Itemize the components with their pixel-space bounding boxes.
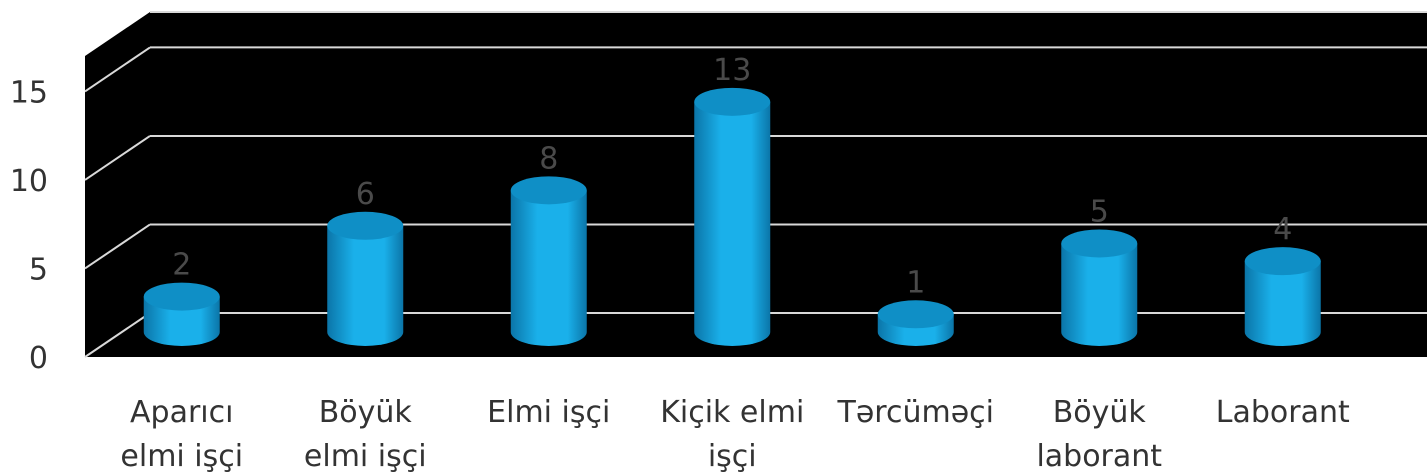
data-label: 13 bbox=[713, 53, 751, 88]
x-category-label: Böyük bbox=[1053, 395, 1147, 430]
y-tick-label: 15 bbox=[10, 75, 48, 110]
gridline-depth bbox=[84, 46, 151, 93]
x-category-label: elmi işçi bbox=[304, 439, 427, 474]
data-labels: 2 6 8 13 1 5 4 bbox=[172, 53, 1292, 300]
bar-top bbox=[327, 211, 404, 240]
bar-top bbox=[1244, 247, 1321, 276]
bar bbox=[1244, 247, 1321, 346]
x-category-label: Böyük bbox=[319, 395, 413, 430]
x-category-label: işçi bbox=[708, 439, 757, 474]
gridline-depth bbox=[84, 135, 151, 181]
data-label: 4 bbox=[1273, 212, 1292, 247]
y-tick-label: 10 bbox=[10, 164, 48, 199]
data-label: 1 bbox=[906, 265, 925, 300]
data-label: 6 bbox=[356, 177, 375, 212]
x-category-label: Tərcüməçi bbox=[837, 395, 994, 430]
bar-top bbox=[143, 282, 220, 311]
bar-top bbox=[877, 300, 954, 329]
bar-top bbox=[1061, 229, 1138, 258]
data-label: 5 bbox=[1090, 194, 1109, 229]
x-axis: Aparıcı elmi işçi Böyük elmi işçi Elmi işçi K… bbox=[120, 395, 1350, 474]
x-category-label: laborant bbox=[1036, 439, 1162, 474]
bar bbox=[510, 176, 587, 346]
bar-top bbox=[510, 176, 587, 205]
bar bbox=[143, 282, 220, 346]
x-category-label: Aparıcı bbox=[130, 395, 233, 430]
bar bbox=[694, 87, 771, 346]
bar-body bbox=[694, 101, 771, 346]
data-label: 2 bbox=[172, 248, 191, 283]
bar-top bbox=[694, 87, 771, 116]
bar bbox=[877, 300, 954, 346]
y-tick-label: 0 bbox=[29, 341, 48, 376]
x-category-label: Elmi işçi bbox=[487, 395, 610, 430]
bar bbox=[1061, 229, 1138, 346]
bar-body bbox=[1244, 261, 1321, 346]
x-category-label: Laborant bbox=[1216, 395, 1350, 430]
bar-body bbox=[1061, 243, 1138, 346]
gridline-depth bbox=[84, 223, 151, 270]
y-tick-label: 5 bbox=[29, 252, 48, 287]
x-category-label: elmi işçi bbox=[120, 439, 243, 474]
bar-body bbox=[327, 225, 404, 346]
gridline-depth bbox=[84, 312, 151, 358]
bar-body bbox=[510, 190, 587, 346]
bar-body bbox=[143, 296, 220, 346]
y-axis: 0 5 10 15 bbox=[10, 75, 48, 376]
x-category-label: Kiçik elmi bbox=[660, 395, 804, 430]
data-label: 8 bbox=[539, 141, 558, 176]
gridlines bbox=[84, 11, 1427, 358]
bars bbox=[143, 87, 1321, 346]
bar bbox=[327, 211, 404, 346]
